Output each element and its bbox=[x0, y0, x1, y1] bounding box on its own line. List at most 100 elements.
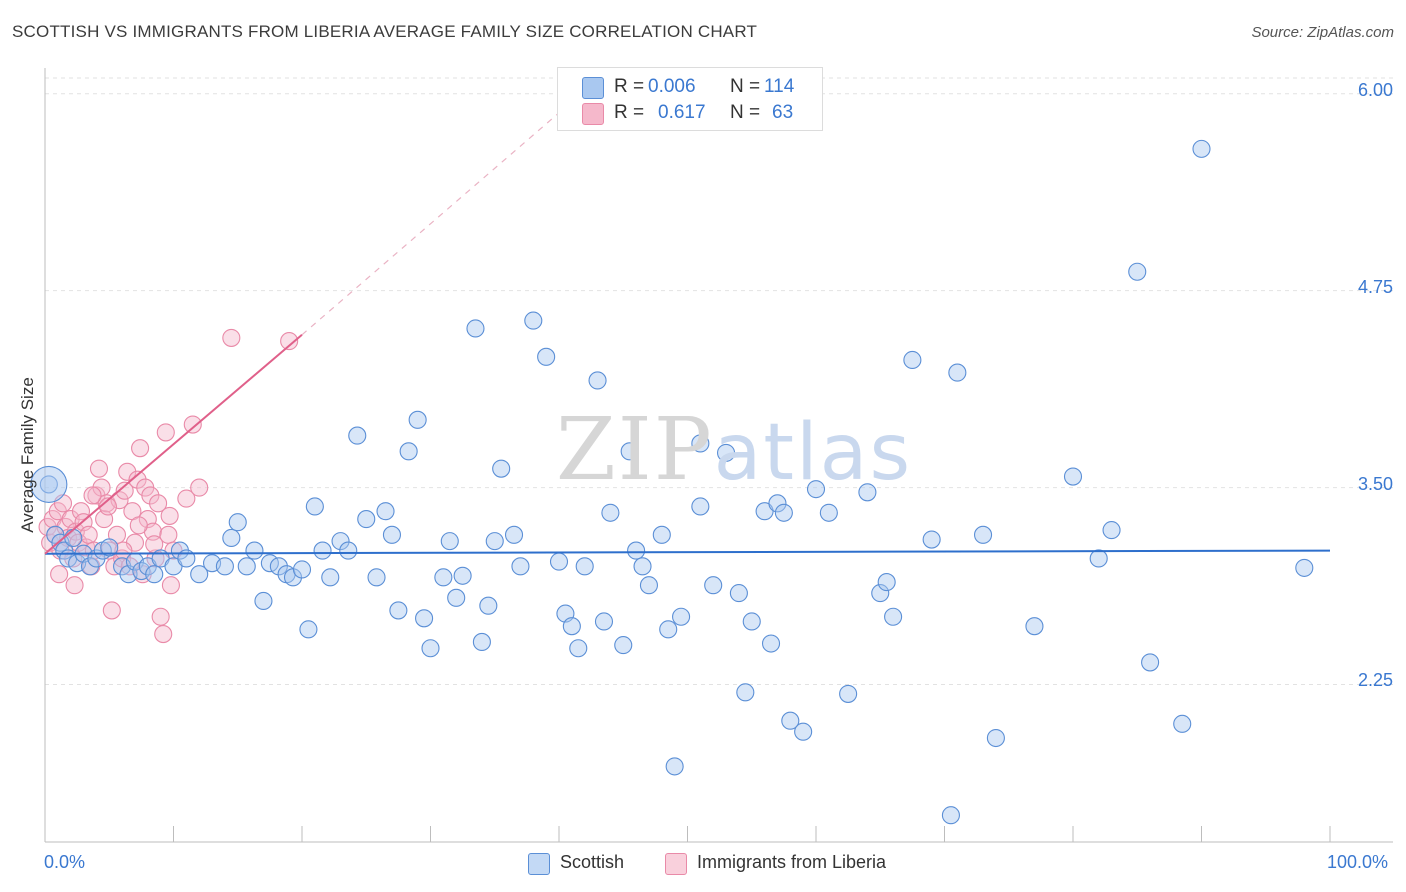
scottish-point bbox=[408, 410, 427, 429]
scottish-point bbox=[922, 530, 941, 549]
scottish-point bbox=[761, 634, 781, 653]
scottish-point bbox=[948, 363, 967, 382]
y-tick-label: 6.00 bbox=[1357, 79, 1393, 100]
scottish-point bbox=[1025, 617, 1044, 636]
scottish-point bbox=[447, 588, 466, 607]
y-tick-label: 2.25 bbox=[1357, 670, 1393, 691]
scottish-point bbox=[421, 639, 440, 658]
scottish-point-large bbox=[30, 465, 68, 503]
liberia-point bbox=[149, 494, 168, 513]
scottish-point bbox=[357, 510, 376, 529]
scottish-point bbox=[716, 443, 736, 462]
scottish-point bbox=[665, 757, 684, 776]
r-value: 0.006 bbox=[648, 76, 696, 97]
scottish-point bbox=[190, 565, 209, 584]
scottish-point bbox=[819, 503, 838, 522]
scottish-point bbox=[145, 565, 164, 584]
scottish-swatch bbox=[582, 77, 604, 99]
scottish-point bbox=[228, 513, 247, 532]
liberia-point bbox=[222, 328, 241, 347]
scottish-point bbox=[313, 541, 332, 560]
scottish-point bbox=[504, 525, 524, 544]
scottish-point bbox=[1141, 653, 1160, 672]
scottish-point bbox=[245, 541, 264, 560]
scottish-point bbox=[691, 497, 710, 516]
scottish-point bbox=[453, 566, 472, 585]
series-legend: Scottish Immigrants from Liberia bbox=[0, 852, 1406, 878]
scottish-point bbox=[440, 532, 459, 551]
chart-title: SCOTTISH VS IMMIGRANTS FROM LIBERIA AVER… bbox=[12, 22, 758, 41]
liberia-point bbox=[141, 486, 160, 505]
scottish-trend-line bbox=[44, 549, 1331, 555]
liberia-trend-line bbox=[44, 334, 303, 555]
scottish-point bbox=[415, 609, 434, 628]
scottish-point bbox=[601, 503, 620, 522]
scottish-point bbox=[492, 459, 511, 478]
scottish-point bbox=[1063, 467, 1083, 486]
scottish-point bbox=[704, 576, 723, 595]
liberia-point bbox=[160, 506, 179, 525]
scottish-point bbox=[511, 557, 530, 576]
scottish-point bbox=[627, 541, 646, 560]
scottish-point bbox=[839, 684, 858, 703]
scottish-point bbox=[614, 636, 633, 655]
watermark-zip: ZIP bbox=[556, 400, 714, 500]
scottish-point bbox=[100, 538, 119, 557]
liberia-legend-swatch bbox=[665, 853, 687, 875]
liberia-point bbox=[114, 541, 133, 560]
y-tick-label: 3.50 bbox=[1357, 473, 1393, 494]
liberia-point bbox=[105, 557, 124, 576]
scottish-point bbox=[774, 503, 793, 522]
scottish-point bbox=[292, 560, 312, 579]
scottish-point bbox=[620, 442, 639, 461]
scottish-point bbox=[986, 728, 1005, 748]
liberia-point bbox=[110, 491, 129, 510]
scottish-point bbox=[1102, 521, 1121, 540]
watermark-atlas: atlas bbox=[713, 408, 913, 498]
scottish-point bbox=[639, 576, 659, 595]
scottish-point bbox=[1173, 714, 1192, 733]
scottish-point bbox=[768, 494, 787, 513]
scottish-point bbox=[367, 568, 386, 587]
scottish-point bbox=[215, 557, 234, 576]
scottish-point bbox=[382, 525, 402, 544]
scottish-point bbox=[331, 532, 350, 551]
scottish-point bbox=[858, 483, 877, 502]
scottish-point bbox=[973, 525, 993, 544]
liberia-points bbox=[38, 328, 299, 644]
scottish-point bbox=[659, 620, 678, 639]
scottish-point bbox=[321, 568, 340, 587]
scottish-point bbox=[485, 532, 504, 551]
r-value: 0.617 bbox=[658, 102, 706, 123]
x-tick-label-min: 0.0% bbox=[44, 852, 86, 872]
y-axis-title: Average Family Size bbox=[18, 377, 37, 533]
scottish-point bbox=[1089, 549, 1108, 568]
scottish-point bbox=[434, 568, 453, 587]
liberia-point bbox=[128, 470, 147, 489]
scottish-point bbox=[594, 612, 614, 631]
liberia-point bbox=[131, 439, 150, 458]
liberia-point bbox=[280, 332, 299, 351]
scottish-point bbox=[305, 497, 324, 516]
scottish-point bbox=[237, 557, 256, 576]
scottish-point bbox=[569, 639, 588, 658]
liberia-point bbox=[183, 415, 202, 434]
scottish-point bbox=[472, 632, 491, 651]
r-label: R = bbox=[614, 102, 645, 123]
scottish-point bbox=[348, 426, 367, 445]
chart-source: Source: ZipAtlas.com bbox=[1251, 24, 1394, 41]
scottish-point bbox=[652, 525, 671, 544]
n-label: N = bbox=[730, 102, 761, 123]
scottish-point bbox=[633, 557, 652, 576]
scottish-point bbox=[672, 607, 691, 626]
scottish-point bbox=[903, 350, 922, 370]
scottish-point bbox=[794, 722, 813, 741]
scottish-legend-swatch bbox=[528, 853, 550, 875]
scottish-point bbox=[299, 620, 318, 639]
y-tick-label: 4.75 bbox=[1357, 276, 1393, 297]
liberia-point bbox=[161, 576, 180, 595]
scottish-point bbox=[1192, 139, 1211, 158]
scottish-point bbox=[575, 557, 594, 576]
liberia-point bbox=[71, 502, 91, 521]
